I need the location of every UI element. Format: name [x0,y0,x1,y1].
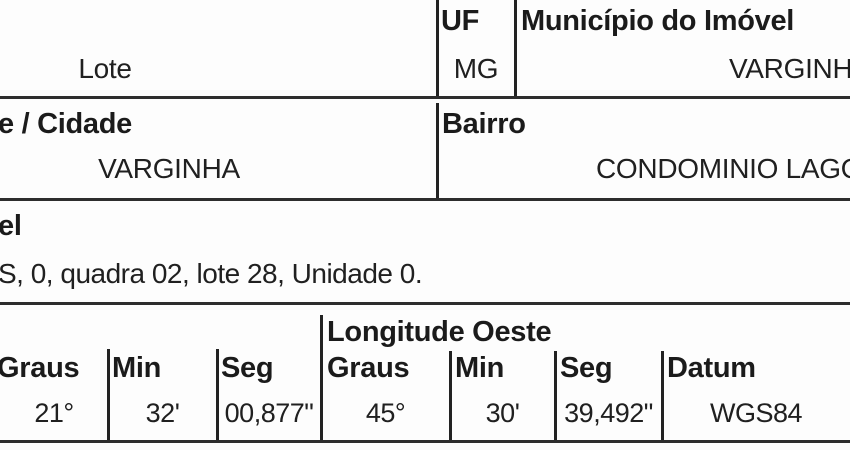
endereco-value: S, 0, quadra 02, lote 28, Unidade 0. [0,258,423,289]
lon-graus-value: 45° [365,398,406,428]
lon-graus-header: Graus [327,352,410,384]
divider [514,0,517,99]
lat-min-value: 32' [145,398,180,428]
cidade-label: e / Cidade [0,108,132,140]
divider [436,0,439,99]
datum-value: WGS84 [709,398,803,428]
section-divider-line [0,302,850,305]
section-divider-line [0,96,850,99]
divider [554,351,557,442]
uf-label: UF [441,5,480,37]
datum-header: Datum [667,352,756,384]
lat-seg-header: Seg [221,352,274,384]
lon-min-header: Min [455,352,505,384]
section-divider-line [0,198,850,201]
municipio-label: Município do Imóvel [521,5,795,37]
divider [216,349,219,442]
lat-seg-value: 00,877" [224,398,314,428]
lon-seg-header: Seg [560,352,613,384]
divider [661,351,664,442]
cidade-value: VARGINHA [98,153,240,184]
lat-min-header: Min [112,352,162,384]
divider [436,103,439,200]
lote-value: Lote [78,53,132,84]
bairro-value: CONDOMINIO LAGO [596,153,850,184]
divider [107,349,110,442]
lat-graus-value: 21° [34,398,74,428]
municipio-value: VARGINHA [729,53,850,84]
imovel-label-fragment: el [0,210,22,242]
divider [320,315,323,442]
longitude-oeste-label: Longitude Oeste [327,316,552,348]
lat-graus-header: Graus [0,352,80,384]
lon-seg-value: 39,492" [564,398,653,428]
divider [449,351,452,442]
table-bottom-line [0,440,850,443]
bairro-label: Bairro [442,108,526,140]
lon-min-value: 30' [485,398,520,428]
uf-value: MG [453,53,499,84]
